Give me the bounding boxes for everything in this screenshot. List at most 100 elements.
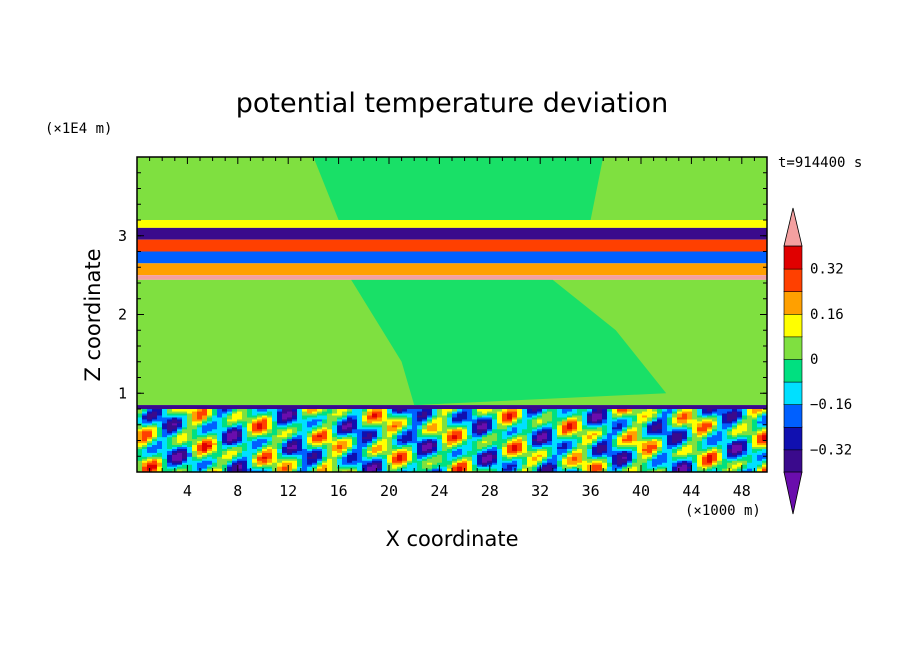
field-cell (157, 426, 163, 430)
field-band (137, 275, 767, 280)
field-cell (422, 438, 428, 442)
field-cell (682, 464, 688, 467)
field-cell (222, 444, 228, 448)
field-cell (677, 432, 683, 436)
field-cell (312, 444, 318, 448)
field-cell (677, 462, 683, 465)
field-cell (182, 422, 188, 426)
field-cell (367, 434, 373, 438)
field-cell (347, 428, 353, 432)
field-cell (327, 446, 333, 449)
field-cell (687, 456, 693, 459)
field-cell (487, 448, 493, 451)
field-cell (417, 458, 423, 461)
field-cell (547, 444, 553, 448)
field-cell (557, 464, 563, 467)
field-cell (682, 420, 688, 424)
field-cell (242, 428, 248, 432)
field-cell (232, 420, 238, 424)
field-cell (762, 448, 767, 451)
field-cell (697, 452, 703, 455)
field-cell (367, 430, 373, 434)
field-cell (432, 464, 438, 467)
field-cell (697, 462, 703, 465)
field-cell (397, 430, 403, 434)
field-cell (417, 454, 423, 457)
field-cell (527, 424, 533, 428)
field-cell (307, 440, 313, 444)
field-cell (752, 424, 758, 428)
field-cell (342, 436, 348, 440)
field-cell (747, 466, 753, 469)
field-cell (177, 446, 183, 449)
field-cell (167, 428, 173, 432)
field-cell (692, 462, 698, 465)
field-cell (707, 464, 713, 467)
field-cell (282, 432, 288, 436)
field-cell (527, 428, 533, 432)
field-cell (317, 464, 323, 467)
field-cell (627, 464, 633, 467)
field-cell (607, 409, 613, 412)
field-cell (167, 442, 173, 446)
field-cell (417, 468, 423, 471)
field-cell (387, 442, 393, 446)
field-cell (167, 424, 173, 428)
field-cell (352, 444, 358, 448)
field-cell (607, 424, 613, 428)
field-cell (202, 430, 208, 434)
field-cell (637, 448, 643, 451)
field-cell (142, 436, 148, 440)
field-cell (312, 458, 318, 461)
field-cell (177, 424, 183, 428)
field-cell (382, 462, 388, 465)
field-cell (572, 428, 578, 432)
x-tick-label: 40 (632, 482, 650, 500)
field-cell (357, 468, 363, 471)
field-cell (732, 464, 738, 467)
field-cell (697, 466, 703, 469)
field-cell (637, 420, 643, 424)
field-cell (577, 424, 583, 428)
field-cell (202, 409, 208, 412)
field-cell (762, 436, 767, 440)
field-cell (137, 454, 143, 457)
field-cell (597, 414, 603, 418)
field-cell (597, 464, 603, 467)
field-cell (387, 422, 393, 426)
field-cell (687, 432, 693, 436)
field-cell (622, 470, 628, 472)
field-cell (217, 470, 223, 472)
field-cell (397, 428, 403, 432)
field-cell (447, 420, 453, 424)
field-cell (757, 410, 763, 414)
field-cell (337, 468, 343, 471)
field-cell (712, 460, 718, 463)
field-cell (332, 470, 338, 472)
field-cell (562, 414, 568, 418)
field-cell (387, 458, 393, 461)
field-cell (522, 440, 528, 444)
field-cell (422, 424, 428, 428)
field-cell (182, 470, 188, 472)
field-cell (162, 432, 168, 436)
field-cell (717, 416, 723, 420)
field-cell (337, 452, 343, 455)
field-cell (257, 468, 263, 471)
field-cell (627, 426, 633, 430)
field-cell (342, 462, 348, 465)
field-cell (537, 410, 543, 414)
field-cell (737, 438, 743, 442)
colorbar-segment (783, 268, 803, 293)
field-cell (162, 438, 168, 442)
field-cell (287, 416, 293, 420)
field-cell (567, 452, 573, 455)
field-cell (307, 416, 313, 420)
field-cell (252, 450, 258, 453)
field-cell (147, 432, 153, 436)
field-cell (322, 436, 328, 440)
field-cell (297, 462, 303, 465)
field-cell (592, 412, 598, 416)
field-cell (582, 416, 588, 420)
field-cell (247, 414, 253, 418)
